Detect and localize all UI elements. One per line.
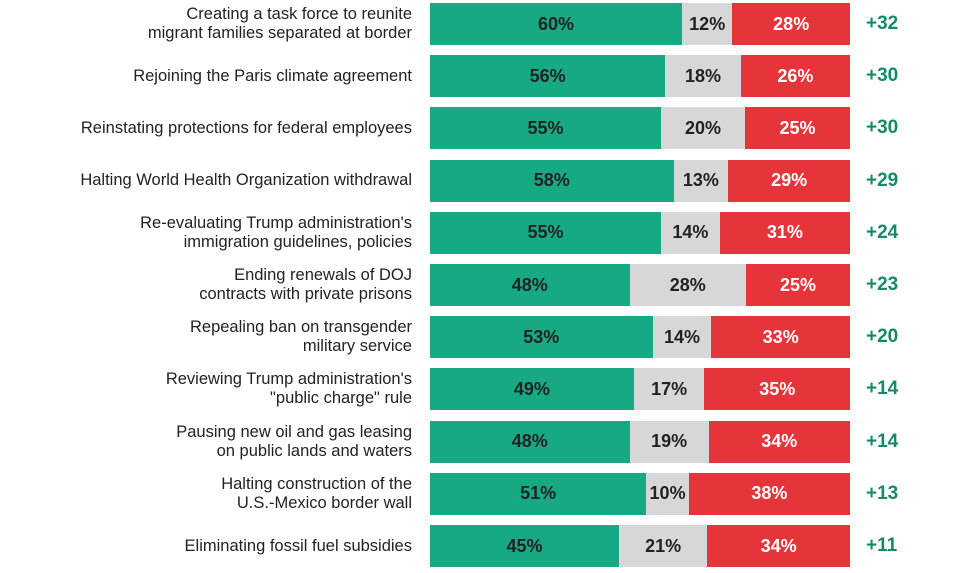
net-value: +30 [866,117,899,139]
bar-neutral: 18% [665,55,741,98]
row-label: Pausing new oil and gas leasing on public… [176,422,412,460]
net-value: +11 [866,535,898,556]
bar-neutral: 20% [661,107,745,150]
bar-oppose: 29% [728,159,850,202]
bar-oppose: 33% [711,316,850,359]
net-value: +14 [866,378,899,400]
bar-oppose: 28% [732,3,850,45]
bar-neutral: 14% [661,211,720,254]
row-label: Reviewing Trump administration's "public … [165,370,412,408]
bar-support: 60% [430,3,682,45]
row-label: Ending renewals of DOJ contracts with pri… [199,266,412,303]
net-value: +20 [866,326,899,348]
row-label: Re-evaluating Trump administration's immi… [140,213,412,251]
bar-neutral: 13% [673,159,729,202]
row-label: Reinstating protections for federal empl… [80,118,412,137]
net-value: +30 [866,65,899,87]
bar-support: 49% [430,368,634,411]
net-value: +29 [866,169,899,191]
bar-support: 48% [430,264,630,306]
row-label: Halting World Health Organization withdr… [80,171,412,190]
net-value: +32 [866,13,899,34]
bar-oppose: 35% [704,368,850,411]
row-label: Repealing ban on transgender military ser… [189,318,412,356]
bar-support: 55% [430,211,661,254]
bar-oppose: 34% [707,525,850,567]
bar-oppose: 38% [688,472,850,515]
bar-support: 53% [430,316,653,359]
bar-oppose: 31% [719,211,850,254]
bar-oppose: 34% [708,420,850,463]
net-value: +13 [866,482,899,504]
bar-neutral: 12% [682,3,733,45]
row-label: Rejoining the Paris climate agreement [133,66,412,85]
net-value: +24 [866,221,899,243]
bar-neutral: 21% [619,525,708,567]
bar-neutral: 28% [629,264,747,306]
row-label: Creating a task force to reunite migrant … [147,5,412,42]
net-value: +23 [866,274,899,295]
bar-neutral: 17% [633,368,705,411]
bar-support: 51% [430,472,647,515]
bar-neutral: 14% [652,316,712,359]
bar-support: 48% [430,420,630,463]
row-label: Eliminating fossil fuel subsidies [184,536,412,555]
bar-oppose: 25% [745,107,850,150]
bar-support: 56% [430,55,666,98]
row-label: Halting construction of the U.S.-Mexico b… [221,474,412,512]
bar-oppose: 25% [746,264,850,306]
net-value: +14 [866,430,899,452]
bar-oppose: 26% [740,55,850,98]
bar-neutral: 10% [646,472,689,515]
bar-support: 58% [430,159,674,202]
bar-support: 45% [430,525,619,567]
bar-support: 55% [430,107,661,150]
bar-neutral: 19% [629,420,709,463]
